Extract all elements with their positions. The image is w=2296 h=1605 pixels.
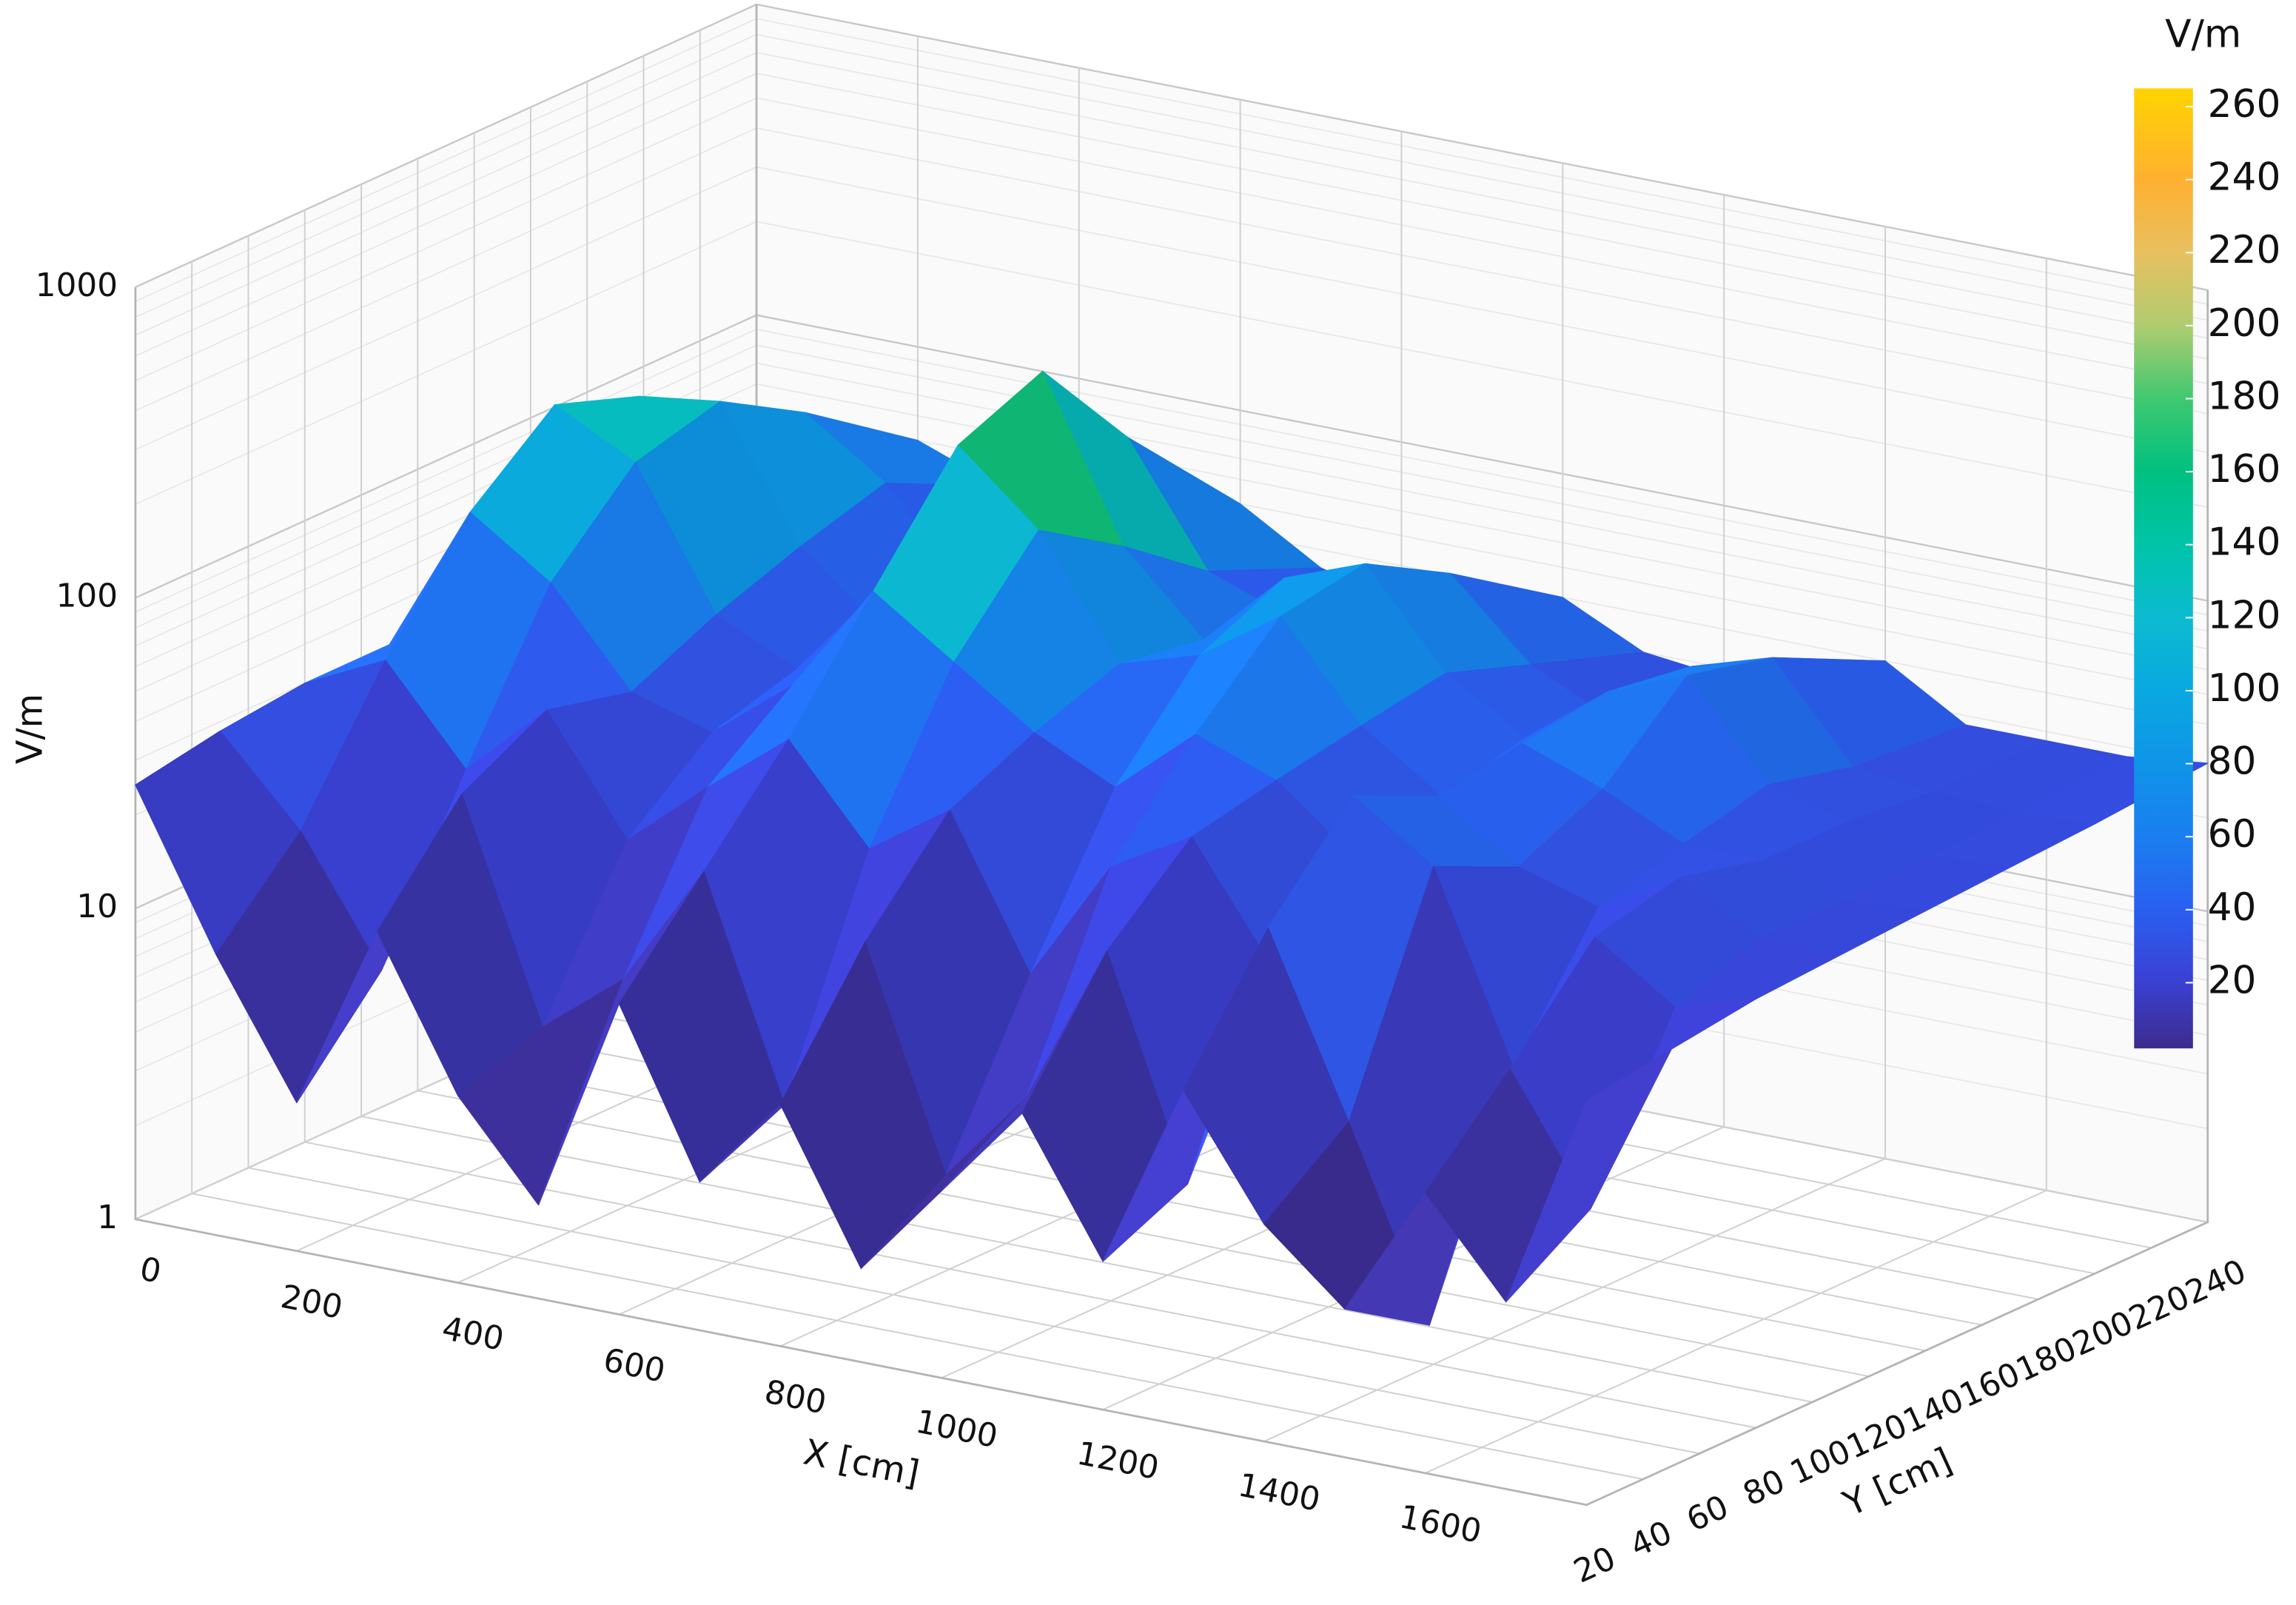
x-tick-label: 0 [137,1250,164,1290]
x-tick-label: 1000 [913,1403,1001,1456]
colorbar-tick-label: 20 [2208,958,2257,1002]
y-tick-label: 40 [1625,1514,1678,1565]
z-axis-title: V/m [10,694,51,764]
grid-line [191,261,1644,1481]
y-tick-label: 240 [2180,1253,2252,1313]
x-axis-title: X [cm] [800,1432,922,1494]
x-tick-label: 1400 [1235,1466,1323,1519]
x-tick-label: 400 [439,1310,507,1358]
grid-line [247,235,1700,1455]
x-tick-label: 1200 [1074,1435,1162,1488]
grid-line [360,184,1813,1403]
axis-edge [134,287,2209,1507]
z-tick-label: 1000 [36,267,118,304]
y-tick-label: 80 [1737,1462,1790,1513]
x-tick-label: 1600 [1397,1498,1485,1551]
colorbar-title: V/m [2165,13,2241,57]
colorbar-tick-label: 60 [2208,812,2257,857]
x-tick-label: 600 [600,1341,668,1390]
colorbar-tick-label: 260 [2208,82,2281,127]
colorbar-tick-label: 40 [2208,885,2257,930]
x-tick-label: 200 [278,1278,346,1327]
z-tick-label: 100 [56,577,118,615]
surface-patch [1506,1048,1672,1303]
colorbar-tick-label: 140 [2208,520,2281,565]
colorbar-tick-label: 160 [2208,447,2281,492]
y-tick-label: 20 [1568,1539,1622,1590]
colorbar-tick-label: 200 [2208,301,2281,346]
surface [135,371,2209,1326]
z-tick-label: 1 [97,1199,118,1236]
colorbar-tick-label: 120 [2208,593,2281,637]
colorbar-tick-label: 80 [2208,740,2257,784]
x-tick-label: 800 [762,1373,830,1421]
colorbar-tick-label: 220 [2208,228,2281,272]
y-tick-label: 60 [1681,1488,1734,1539]
colorbar-tick-label: 240 [2208,155,2281,200]
z-tick-label: 10 [76,888,118,925]
colorbar-tick-label: 180 [2208,374,2281,418]
colorbar [2134,88,2193,1049]
grid-line [303,210,1756,1429]
colorbar-tick-label: 100 [2208,666,2281,711]
